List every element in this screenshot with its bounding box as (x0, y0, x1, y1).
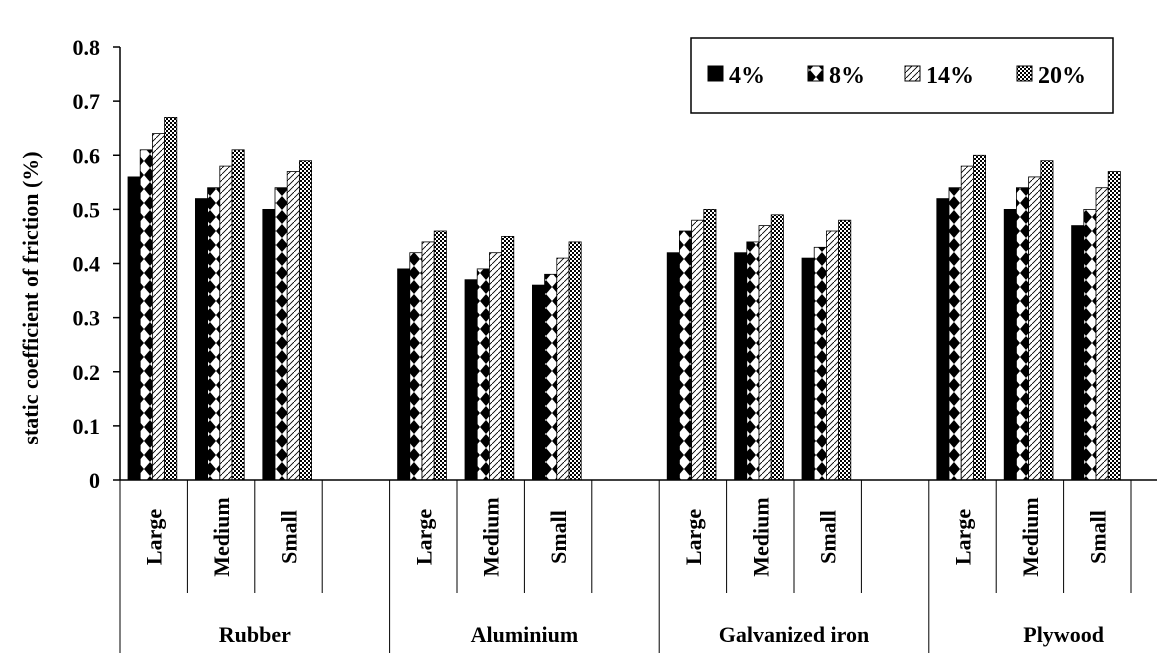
bar (1107, 171, 1121, 481)
y-tick-label: 0.7 (73, 89, 101, 114)
bar (948, 187, 962, 481)
bar (734, 252, 748, 481)
category-label: Medium (1018, 497, 1043, 576)
category-label: Small (546, 510, 571, 564)
bar (666, 252, 680, 481)
bar (1071, 225, 1085, 481)
legend-swatch (707, 65, 724, 82)
bar (421, 241, 435, 481)
bar (770, 214, 784, 481)
bar (532, 284, 546, 481)
bar (556, 257, 570, 481)
bar (544, 273, 558, 481)
legend-label: 20% (1038, 63, 1086, 89)
y-tick-label: 0.4 (73, 252, 101, 277)
category-label: Medium (209, 497, 234, 576)
bar (1095, 187, 1109, 481)
category-label: Large (411, 509, 436, 565)
bar (397, 268, 411, 481)
category-label: Large (142, 509, 167, 565)
bar (501, 235, 515, 481)
bar (973, 154, 987, 481)
category-label: Medium (479, 497, 504, 576)
group-label: Galvanized iron (719, 622, 870, 647)
bar (274, 187, 288, 481)
legend-label: 14% (926, 63, 974, 89)
bar (1040, 160, 1054, 481)
group-label: Aluminium (471, 622, 579, 647)
bar (286, 171, 300, 481)
y-axis-title: static coefficient of friction (%) (18, 151, 43, 444)
y-tick-label: 0.6 (73, 143, 101, 168)
bar (813, 246, 827, 481)
bar (219, 165, 233, 481)
legend-swatch (904, 65, 921, 82)
bar (936, 198, 950, 481)
category-label: Medium (748, 497, 773, 576)
bar (826, 230, 840, 481)
y-axis: 0 0.1 0.2 0.3 0.4 0.5 0.6 0.7 0.8 (73, 35, 121, 493)
bar (1083, 208, 1097, 481)
y-tick-label: 0.3 (73, 306, 101, 331)
category-label: Small (816, 510, 841, 564)
bar (164, 117, 178, 481)
bar (262, 208, 276, 481)
bar (691, 219, 705, 481)
category-label: Small (277, 510, 302, 564)
bar (746, 241, 760, 481)
bar (409, 252, 423, 481)
group-label: Plywood (1023, 622, 1104, 647)
bar (568, 241, 582, 481)
bar (194, 198, 208, 481)
legend: 4% 8% 14% 20% (690, 37, 1114, 114)
legend-label: 8% (829, 63, 865, 89)
y-tick-label: 0.2 (73, 360, 101, 385)
bar (464, 279, 478, 481)
legend-box (690, 37, 1114, 114)
bar (127, 176, 141, 481)
bar (433, 230, 447, 481)
category-label: Small (1085, 510, 1110, 564)
legend-swatch (807, 65, 824, 82)
bar (1003, 208, 1017, 481)
bar (476, 268, 490, 481)
y-tick-label: 0 (89, 468, 100, 493)
bar (758, 225, 772, 481)
bar (703, 208, 717, 481)
category-label: Large (681, 509, 706, 565)
bar (679, 230, 693, 481)
bar (139, 149, 153, 481)
category-label: Large (951, 509, 976, 565)
bar (838, 219, 852, 481)
y-tick-label: 0.5 (73, 197, 101, 222)
bar (801, 257, 815, 481)
bar (151, 133, 165, 481)
bar (1016, 187, 1030, 481)
legend-label: 4% (729, 63, 765, 89)
bar (960, 165, 974, 481)
legend-swatch (1016, 65, 1033, 82)
y-tick-label: 0.8 (73, 35, 101, 60)
x-axis: Large Medium Small Rubber Large Medium Small Al… (119, 479, 1157, 653)
group-label: Rubber (219, 622, 291, 647)
bar (231, 149, 245, 481)
y-tick-label: 0.1 (73, 414, 101, 439)
bar (298, 160, 312, 481)
bar (207, 187, 221, 481)
bar (488, 252, 502, 481)
bar (1028, 176, 1042, 481)
bars (127, 117, 1121, 481)
